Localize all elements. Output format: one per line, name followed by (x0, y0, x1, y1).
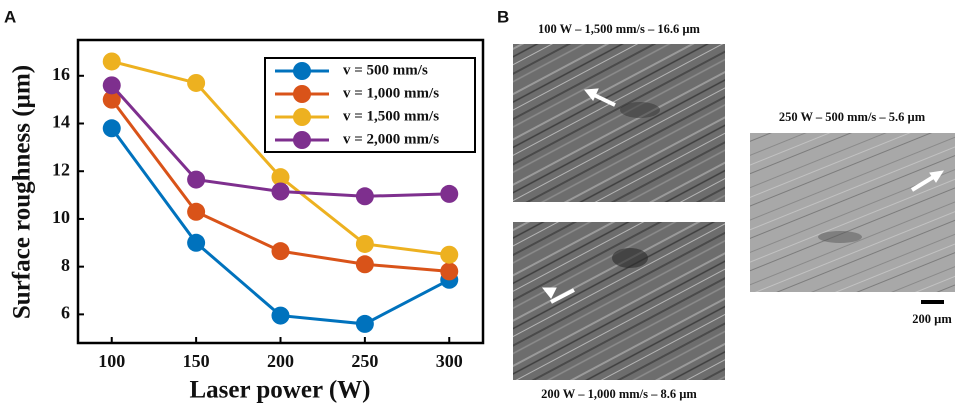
plot-frame (76, 38, 485, 345)
micrograph (513, 222, 725, 380)
legend-marker (293, 85, 311, 103)
x-tick-label: 200 (267, 351, 294, 371)
point (187, 73, 206, 92)
point (187, 233, 206, 252)
panel-label: B (497, 7, 509, 26)
point (102, 76, 121, 95)
micrograph (750, 133, 955, 292)
x-axis-label: Laser power (W) (190, 377, 371, 404)
image-caption: 100 W – 1,500 mm/s – 16.6 µm (538, 22, 701, 36)
image-caption: 250 W – 500 mm/s – 5.6 µm (779, 110, 926, 124)
y-tick-label: 8 (61, 255, 70, 275)
legend-marker (293, 131, 311, 149)
point (440, 262, 459, 281)
x-tick-label: 300 (436, 351, 463, 371)
point (355, 314, 374, 333)
x-tick-label: 100 (98, 351, 125, 371)
y-tick-label: 16 (52, 64, 70, 84)
point (187, 170, 206, 189)
arrows (541, 88, 945, 304)
panel-label: A (4, 7, 16, 26)
point (355, 234, 374, 253)
legend-marker (293, 62, 311, 80)
point (102, 52, 121, 71)
x-tick-label: 150 (183, 351, 210, 371)
point (271, 242, 290, 261)
point (271, 306, 290, 325)
y-tick-label: 14 (52, 112, 70, 132)
y-tick-label: 6 (61, 302, 70, 322)
point (271, 182, 290, 201)
y-tick-label: 10 (52, 207, 70, 227)
legend-marker (293, 108, 311, 126)
point (440, 184, 459, 203)
legend-label: v = 1,500 mm/s (343, 108, 439, 124)
y-axis-label: Surface roughness (µm) (9, 65, 36, 319)
legend-label: v = 2,000 mm/s (343, 131, 439, 147)
micrograph-feature (612, 248, 648, 268)
series-line (110, 127, 450, 326)
x-tick-label: 250 (351, 351, 378, 371)
point (102, 90, 121, 109)
scale-bar-label: 200 µm (912, 312, 952, 326)
point (187, 202, 206, 221)
image-caption: 200 W – 1,000 mm/s – 8.6 µm (541, 387, 697, 401)
legend-label: v = 500 mm/s (343, 62, 428, 78)
point (355, 187, 374, 206)
point (102, 119, 121, 138)
micrograph (513, 44, 725, 202)
point (271, 168, 290, 187)
point (440, 245, 459, 264)
legend-label: v = 1,000 mm/s (343, 85, 439, 101)
micrograph-feature (620, 102, 660, 118)
point (355, 255, 374, 274)
y-tick-label: 12 (52, 159, 70, 179)
micrograph-feature (818, 231, 862, 243)
